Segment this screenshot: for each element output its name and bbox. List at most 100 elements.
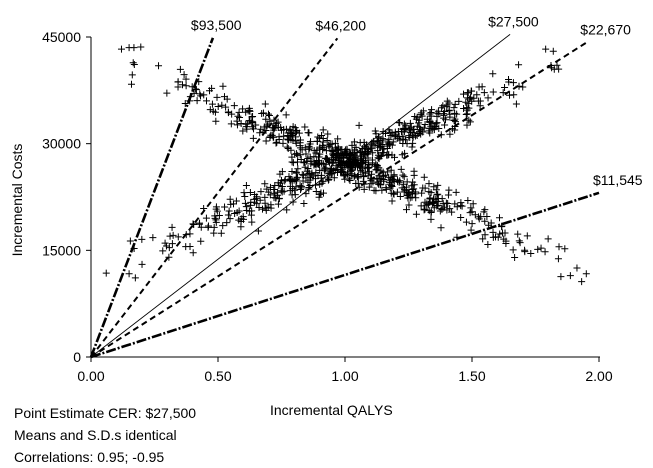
scatter-point bbox=[352, 180, 360, 188]
scatter-point bbox=[327, 147, 335, 155]
scatter-point bbox=[165, 244, 173, 252]
scatter-point bbox=[446, 130, 454, 138]
scatter-point bbox=[169, 231, 177, 239]
scatter-point bbox=[376, 181, 384, 189]
scatter-point bbox=[466, 118, 474, 126]
scatter-point bbox=[489, 233, 497, 241]
scatter-point bbox=[443, 206, 451, 214]
scatter-point bbox=[509, 246, 517, 254]
scatter-point bbox=[117, 45, 125, 53]
scatter-point bbox=[467, 93, 475, 101]
threshold-rays bbox=[89, 33, 600, 359]
scatter-point bbox=[381, 171, 389, 179]
scatter-point bbox=[206, 106, 214, 114]
scatter-point bbox=[294, 165, 302, 173]
scatter-point bbox=[362, 169, 370, 177]
scatter-point bbox=[297, 186, 305, 194]
annotation-means-sd: Means and S.D.s identical bbox=[14, 427, 177, 443]
scatter-point bbox=[230, 102, 238, 110]
scatter-point bbox=[442, 116, 450, 124]
scatter-point bbox=[237, 218, 245, 226]
x-tick-label: 0.50 bbox=[204, 368, 231, 384]
scatter-point bbox=[284, 144, 292, 152]
scatter-point bbox=[292, 137, 300, 145]
scatter-point bbox=[373, 166, 381, 174]
scatter-point bbox=[155, 62, 163, 70]
scatter-point bbox=[467, 226, 475, 234]
scatter-point bbox=[483, 212, 491, 220]
scatter-point bbox=[351, 162, 359, 170]
scatter-point bbox=[379, 145, 387, 153]
scatter-point bbox=[261, 193, 269, 201]
scatter-point bbox=[270, 133, 278, 141]
scatter-point bbox=[425, 188, 433, 196]
scatter-point bbox=[262, 115, 270, 123]
scatter-point bbox=[333, 151, 341, 159]
scatter-point bbox=[419, 107, 427, 115]
scatter-point bbox=[278, 183, 286, 191]
scatter-point bbox=[541, 248, 549, 256]
scatter-point bbox=[396, 193, 404, 201]
scatter-point bbox=[527, 250, 535, 258]
scatter-point bbox=[418, 189, 426, 197]
scatter-point bbox=[233, 121, 241, 129]
scatter-point bbox=[550, 65, 558, 73]
scatter-point bbox=[312, 149, 320, 157]
scatter-point bbox=[450, 116, 458, 124]
scatter-point bbox=[465, 116, 473, 124]
scatter-point bbox=[474, 97, 482, 105]
scatter-point bbox=[468, 208, 476, 216]
scatter-point bbox=[445, 186, 453, 194]
scatter-point bbox=[453, 110, 461, 118]
scatter-point bbox=[578, 278, 586, 286]
scatter-point bbox=[385, 151, 393, 159]
scatter-point bbox=[430, 124, 438, 132]
scatter-point bbox=[387, 174, 395, 182]
scatter-point bbox=[313, 137, 321, 145]
scatter-point bbox=[186, 242, 194, 250]
scatter-point bbox=[406, 119, 414, 127]
scatter-point bbox=[180, 71, 188, 79]
scatter-point bbox=[242, 182, 250, 190]
scatter-point bbox=[212, 117, 220, 125]
scatter-point bbox=[371, 142, 379, 150]
scatter-point bbox=[297, 155, 305, 163]
scatter-point bbox=[417, 202, 425, 210]
scatter-point bbox=[401, 125, 409, 133]
scatter-point bbox=[159, 247, 167, 255]
scatter-point bbox=[372, 160, 380, 168]
ray-label: $11,545 bbox=[593, 172, 643, 188]
ray-line bbox=[90, 37, 339, 358]
scatter-point bbox=[442, 199, 450, 207]
scatter-point bbox=[318, 131, 326, 139]
scatter-point bbox=[352, 143, 360, 151]
scatter-point bbox=[328, 159, 336, 167]
scatter-point bbox=[443, 97, 451, 105]
scatter-point bbox=[242, 203, 250, 211]
scatter-point bbox=[448, 208, 456, 216]
scatter-point bbox=[287, 175, 295, 183]
scatter-point bbox=[433, 191, 441, 199]
scatter-point bbox=[371, 162, 379, 170]
scatter-point bbox=[329, 150, 337, 158]
scatter-point bbox=[326, 140, 334, 148]
scatter-point bbox=[271, 189, 279, 197]
scatter-point bbox=[263, 185, 271, 193]
scatter-point bbox=[368, 170, 376, 178]
scatter-point bbox=[420, 206, 428, 214]
scatter-point bbox=[446, 110, 454, 118]
scatter-point bbox=[249, 112, 257, 120]
scatter-point bbox=[166, 232, 174, 240]
scatter-point bbox=[549, 47, 557, 55]
scatter-point bbox=[213, 207, 221, 215]
scatter-point bbox=[428, 106, 436, 114]
scatter-point bbox=[364, 148, 372, 156]
scatter-point bbox=[131, 274, 139, 282]
scatter-points bbox=[102, 43, 590, 286]
scatter-point bbox=[426, 110, 434, 118]
scatter-point bbox=[512, 100, 520, 108]
scatter-point bbox=[312, 188, 320, 196]
scatter-point bbox=[427, 109, 435, 117]
scatter-point bbox=[557, 273, 565, 281]
scatter-point bbox=[496, 230, 504, 238]
